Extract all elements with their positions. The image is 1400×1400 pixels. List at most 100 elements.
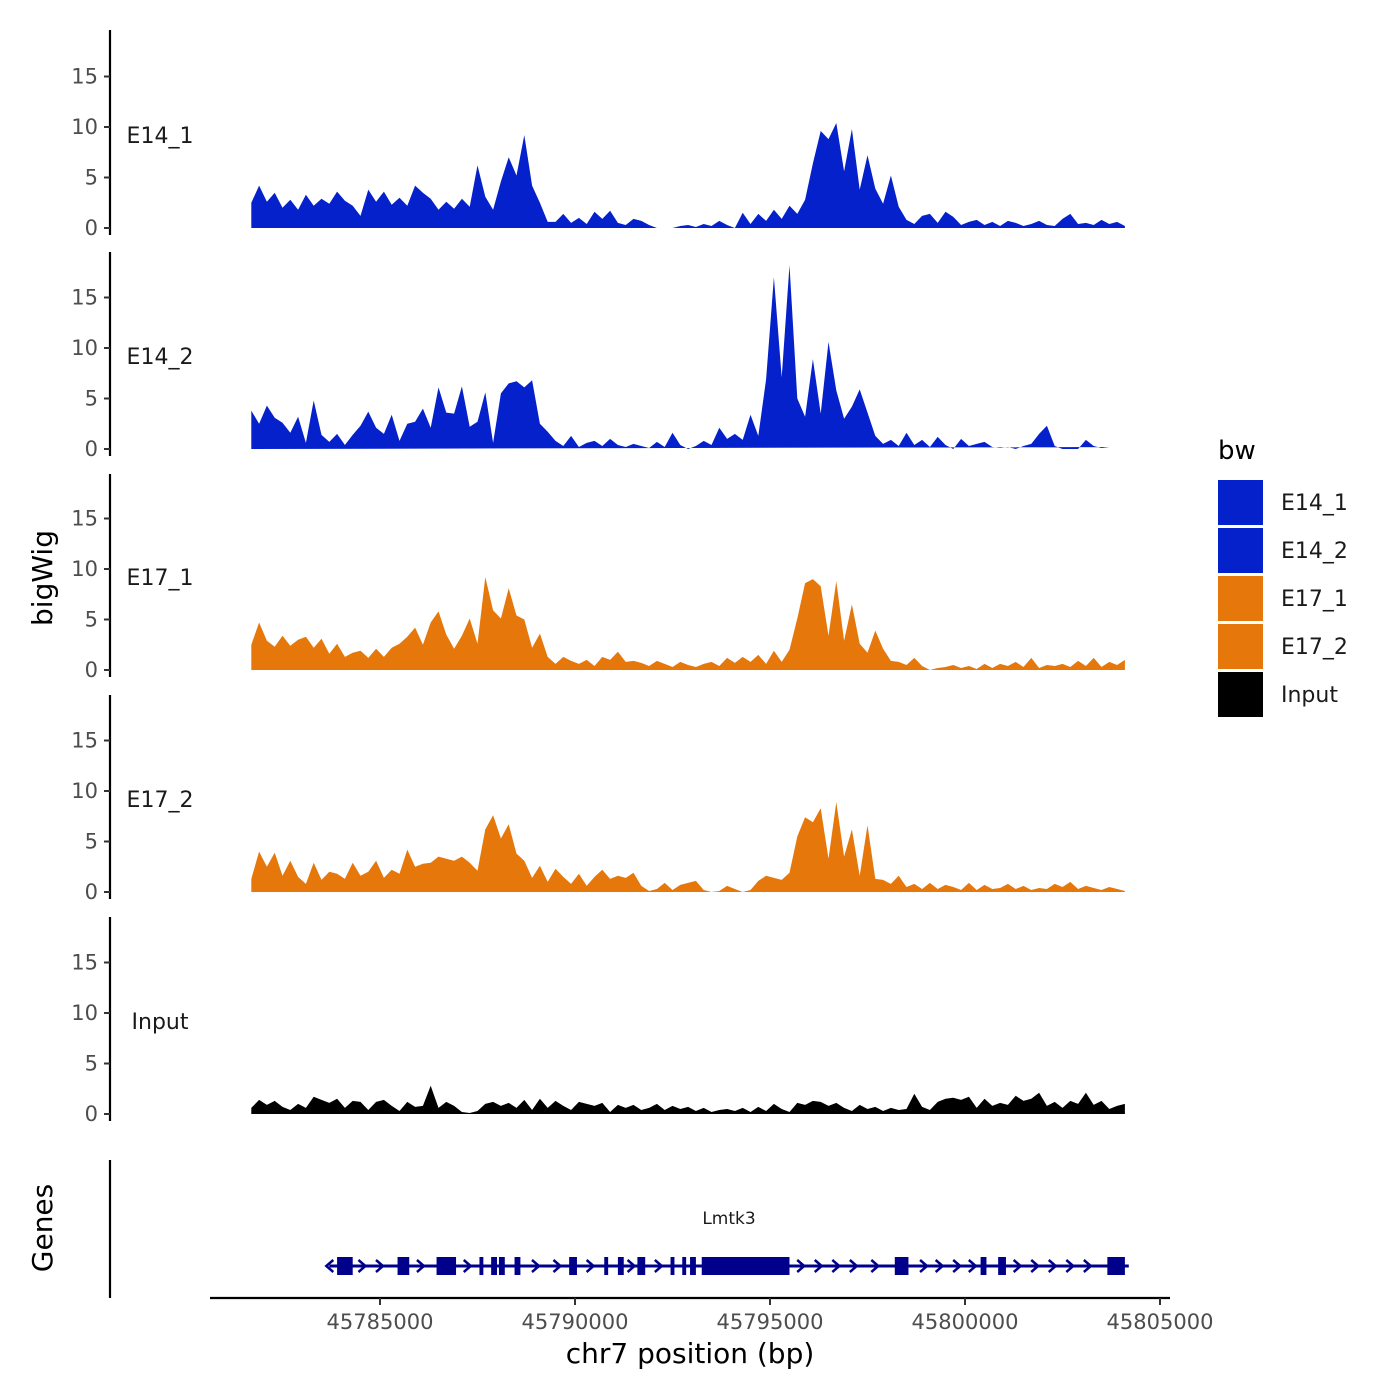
- gene-strand-arrow: [796, 1259, 807, 1273]
- track-e17-1: 0 5 10 15 E17_1: [71, 474, 1125, 682]
- gene-strand-arrow: [626, 1259, 637, 1273]
- y-tick-label: 0: [85, 880, 98, 904]
- gene-strand-arrow: [324, 1259, 335, 1273]
- y-tick-label: 0: [85, 216, 98, 240]
- signal-area: [251, 1085, 1125, 1114]
- x-tick-label: 45785000: [327, 1310, 434, 1334]
- x-tick-label: 45805000: [1107, 1310, 1214, 1334]
- gene-exon: [637, 1257, 646, 1275]
- gene-exon: [998, 1257, 1006, 1275]
- legend-label: E14_1: [1281, 491, 1348, 516]
- y-tick-label: 15: [71, 507, 98, 531]
- gene-exon: [690, 1257, 696, 1275]
- signal-area: [251, 123, 1125, 228]
- gene-exon: [436, 1257, 457, 1275]
- gene-strand-arrow: [919, 1259, 929, 1273]
- gene-exon: [670, 1257, 675, 1275]
- y-tick-label: 15: [71, 65, 98, 89]
- gene-exon: [479, 1257, 484, 1275]
- gene-exon: [514, 1257, 521, 1275]
- track-e14-1: 0 5 10 15 E14_1: [71, 30, 1125, 240]
- legend-label: E17_2: [1281, 635, 1348, 660]
- gene-exon: [1107, 1257, 1125, 1275]
- y-axis-title: bigWig: [26, 530, 59, 626]
- gene-exon: [701, 1257, 790, 1275]
- gene-strand-arrow: [813, 1259, 824, 1273]
- legend: bw E14_1 E14_2 E17_1 E17_2 Input: [1218, 436, 1348, 717]
- y-tick-label: 5: [85, 608, 98, 632]
- gene-strand-arrow: [967, 1259, 978, 1273]
- x-axis-title: chr7 position (bp): [566, 1337, 815, 1370]
- track-e14-2: 0 5 10 15 E14_2: [71, 252, 1110, 461]
- track-label: Input: [132, 1010, 189, 1035]
- gene-strand-arrow: [934, 1259, 945, 1273]
- gene-exon: [337, 1257, 353, 1275]
- y-tick-label: 10: [71, 115, 98, 139]
- track-input: 0 5 10 15 Input: [71, 917, 1125, 1126]
- genes-axis-title: Genes: [26, 1184, 59, 1272]
- gene-exon: [894, 1257, 909, 1275]
- y-tick-label: 10: [71, 1001, 98, 1025]
- x-tick-label: 45800000: [912, 1310, 1019, 1334]
- legend-key-e17-2: [1218, 624, 1263, 669]
- gene-name-label: Lmtk3: [702, 1209, 755, 1229]
- gene-strand-arrow: [1030, 1259, 1041, 1273]
- gene-exon: [980, 1257, 987, 1275]
- y-tick-label: 0: [85, 1102, 98, 1126]
- gene-strand-arrow: [357, 1259, 368, 1273]
- gene-strand-arrow: [831, 1259, 842, 1273]
- y-tick-label: 5: [85, 387, 98, 411]
- gene-strand-arrow: [416, 1259, 426, 1273]
- gene-exon: [569, 1257, 577, 1275]
- genes-layer: Lmtk3: [108, 1160, 1129, 1298]
- y-tick-label: 10: [71, 336, 98, 360]
- signal-area: [251, 577, 1125, 670]
- gene-strand-arrow: [375, 1259, 385, 1273]
- y-tick-label: 15: [71, 951, 98, 975]
- legend-key-e14-2: [1218, 528, 1263, 573]
- y-tick-label: 5: [85, 1052, 98, 1076]
- y-tick-label: 0: [85, 437, 98, 461]
- x-tick-label: 45790000: [522, 1310, 629, 1334]
- legend-label: E14_2: [1281, 539, 1348, 564]
- track-label: E14_1: [127, 124, 194, 149]
- y-tick-label: 10: [71, 557, 98, 581]
- y-tick-label: 5: [85, 830, 98, 854]
- legend-key-e17-1: [1218, 576, 1263, 621]
- track-label: E17_2: [127, 788, 194, 813]
- gene-exon: [617, 1257, 624, 1275]
- gene-strand-arrow: [531, 1259, 541, 1273]
- legend-label: E17_1: [1281, 587, 1348, 612]
- gene-strand-arrow: [1012, 1259, 1023, 1273]
- gene-exon: [682, 1257, 687, 1275]
- legend-title: bw: [1218, 436, 1256, 466]
- x-axis: 45785000 45790000 45795000 45800000 45805000: [210, 1296, 1214, 1334]
- track-e17-2: 0 5 10 15 E17_2: [71, 695, 1125, 904]
- x-tick-label: 45795000: [717, 1310, 824, 1334]
- y-tick-label: 0: [85, 658, 98, 682]
- y-tick-label: 15: [71, 286, 98, 310]
- signal-area: [251, 265, 1110, 449]
- gene-strand-arrow: [1047, 1259, 1058, 1273]
- track-label: E14_2: [127, 345, 194, 370]
- legend-key-e14-1: [1218, 480, 1263, 525]
- gene-strand-arrow: [1065, 1259, 1076, 1273]
- gene-strand-arrow: [952, 1259, 963, 1273]
- legend-key-input: [1218, 672, 1263, 717]
- gene-strand-arrow: [654, 1259, 664, 1273]
- gene-exon: [498, 1257, 505, 1275]
- gene-strand-arrow: [870, 1259, 881, 1273]
- gene-strand-arrow: [552, 1259, 563, 1273]
- legend-label: Input: [1281, 683, 1338, 708]
- signal-area: [251, 802, 1125, 892]
- track-label: E17_1: [127, 566, 194, 591]
- y-tick-label: 15: [71, 729, 98, 753]
- gene-exon: [604, 1257, 609, 1275]
- y-tick-label: 10: [71, 779, 98, 803]
- y-tick-label: 5: [85, 166, 98, 190]
- gene-strand-arrow: [462, 1259, 473, 1273]
- gene-exon: [491, 1257, 497, 1275]
- tracks-layer: 0 5 10 15 E14_1 0 5 10 15 E14_2 0 5 10 15 E17_1 0 5 10 15 E…: [71, 30, 1125, 1126]
- gene-strand-arrow: [849, 1259, 859, 1273]
